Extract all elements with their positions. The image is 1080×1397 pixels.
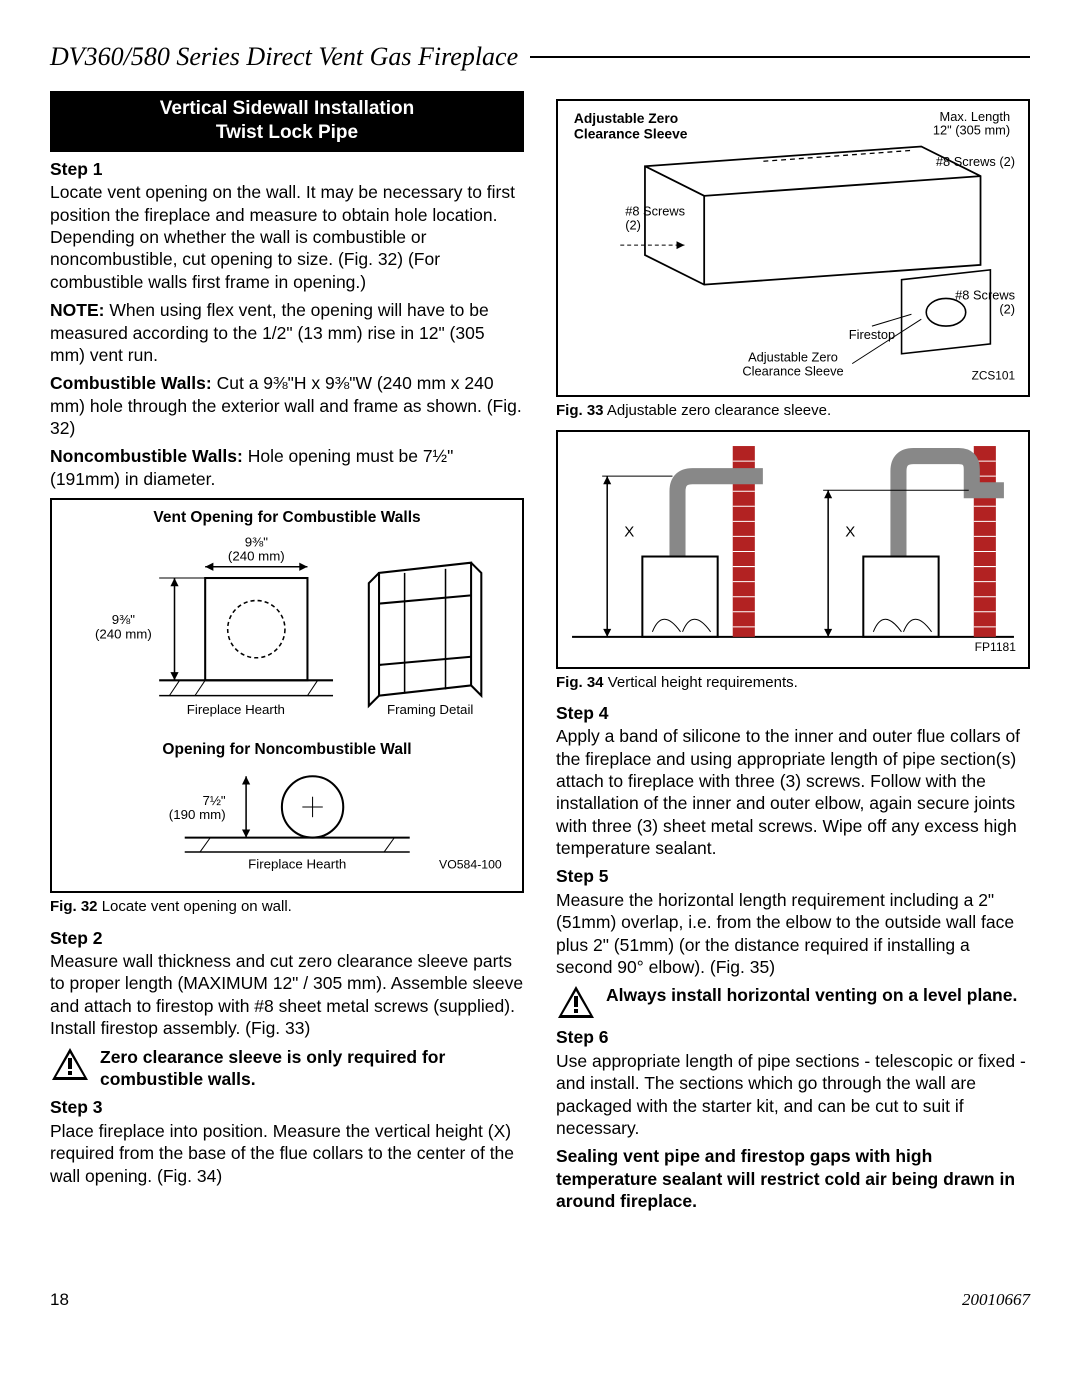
fig33-firestop: Firestop <box>849 327 895 342</box>
page-number: 18 <box>50 1289 69 1311</box>
step4-heading: Step 4 <box>556 702 1030 724</box>
fig32-code: VO584-100 <box>439 857 502 871</box>
fig33-label-tl-1: Adjustable Zero <box>574 110 678 126</box>
step5-body: Measure the horizontal length requiremen… <box>556 889 1030 979</box>
note-body: When using flex vent, the opening will h… <box>50 300 489 365</box>
noncombustible-paragraph: Noncombustible Walls: Hole opening must … <box>50 445 524 490</box>
warning-1-text: Zero clearance sleeve is only required f… <box>100 1046 524 1091</box>
step2-heading: Step 2 <box>50 927 524 949</box>
fig33-screws-left-2: (2) <box>625 218 641 233</box>
right-column: Adjustable Zero Clearance Sleeve Max. Le… <box>556 91 1030 1218</box>
note-lead: NOTE: <box>50 300 104 320</box>
fig32-caption: Fig. 32 Locate vent opening on wall. <box>50 897 524 916</box>
fig32-caption-text: Locate vent opening on wall. <box>102 898 292 915</box>
fig33-label-tl-2: Clearance Sleeve <box>574 126 688 142</box>
header-title: DV360/580 Series Direct Vent Gas Firepla… <box>50 40 530 73</box>
step1-heading: Step 1 <box>50 158 524 180</box>
doc-number: 20010667 <box>962 1289 1030 1311</box>
fig32-hearth-label: Fireplace Hearth <box>187 702 285 717</box>
step2-body: Measure wall thickness and cut zero clea… <box>50 950 524 1040</box>
step5-heading: Step 5 <box>556 865 1030 887</box>
fig34-caption-text: Vertical height requirements. <box>608 674 798 691</box>
warning-2: Always install horizontal venting on a l… <box>556 984 1030 1020</box>
fig33-screws-tr: #8 Screws (2) <box>936 154 1015 169</box>
fig33-maxlen-1: Max. Length <box>940 109 1011 124</box>
note-paragraph: NOTE: When using flex vent, the opening … <box>50 299 524 366</box>
page-footer: 18 20010667 <box>50 1289 1030 1311</box>
fig32-title-1: Vent Opening for Combustible Walls <box>62 508 512 528</box>
fig33-maxlen-2: 12" (305 mm) <box>933 123 1010 138</box>
fig34-diagram: X <box>562 436 1024 657</box>
fig34: FP1181 <box>975 640 1017 654</box>
warning-1: Zero clearance sleeve is only required f… <box>50 1046 524 1091</box>
fig33-code: ZCS101 <box>972 369 1015 383</box>
fig33-screws-br-2: (2) <box>999 302 1015 317</box>
comb-lead: Combustible Walls: <box>50 373 212 393</box>
fig33-diagram: Adjustable Zero Clearance Sleeve Max. Le… <box>566 107 1020 383</box>
fig34-x-left: X <box>624 524 634 541</box>
step4-body: Apply a band of silicone to the inner an… <box>556 725 1030 859</box>
fig32-hearth2-label: Fireplace Hearth <box>248 856 346 871</box>
combustible-paragraph: Combustible Walls: Cut a 9⅜"H x 9⅜"W (24… <box>50 372 524 439</box>
fig33-caption-text: Adjustable zero clearance sleeve. <box>607 402 831 419</box>
fig32-diagram-combustible: 9⅜" (240 mm) 9⅜" (240 mm) <box>62 532 512 726</box>
two-column-layout: Vertical Sidewall Installation Twist Loc… <box>50 91 1030 1218</box>
header-rule <box>530 56 1030 58</box>
fig33-bottom-1: Adjustable Zero <box>748 350 838 365</box>
figure-33-box: Adjustable Zero Clearance Sleeve Max. Le… <box>556 99 1030 397</box>
sealing-note: Sealing vent pipe and firestop gaps with… <box>556 1145 1030 1212</box>
fig33-bottom-2: Clearance Sleeve <box>742 364 843 379</box>
section-banner: Vertical Sidewall Installation Twist Loc… <box>50 91 524 152</box>
fig32-diagram-noncombustible: 7½" (190 mm) Fireplace Hearth VO584-100 <box>62 764 512 877</box>
left-column: Vertical Sidewall Installation Twist Loc… <box>50 91 524 1218</box>
step6-body: Use appropriate length of pipe sections … <box>556 1050 1030 1140</box>
noncomb-lead: Noncombustible Walls: <box>50 446 243 466</box>
fig32-title-2: Opening for Noncombustible Wall <box>62 740 512 760</box>
warning-2-text: Always install horizontal venting on a l… <box>606 984 1017 1006</box>
banner-line-1: Vertical Sidewall Installation <box>160 98 414 119</box>
fig32-framing-label: Framing Detail <box>387 702 473 717</box>
fig34-x-right: X <box>845 524 855 541</box>
fig32-dim-top: 9⅜" <box>245 534 268 549</box>
fig32-dim-side: 9⅜" <box>112 612 135 627</box>
figure-32-box: Vent Opening for Combustible Walls 9⅜" (… <box>50 498 524 893</box>
fig33-screws-br-1: #8 Screws <box>955 288 1015 303</box>
fig32-dim-top-mm: (240 mm) <box>228 549 285 564</box>
fig32-dim2: 7½" <box>202 793 225 808</box>
step3-heading: Step 3 <box>50 1096 524 1118</box>
step1-body: Locate vent opening on the wall. It may … <box>50 181 524 293</box>
step6-heading: Step 6 <box>556 1026 1030 1048</box>
fig32-dim2-mm: (190 mm) <box>169 807 226 822</box>
warning-icon <box>556 984 596 1020</box>
step3-body: Place fireplace into position. Measure t… <box>50 1120 524 1187</box>
fig33-screws-left-1: #8 Screws <box>625 204 685 219</box>
banner-line-2: Twist Lock Pipe <box>216 122 358 143</box>
fig32-dim-side-mm: (240 mm) <box>95 626 152 641</box>
page-header: DV360/580 Series Direct Vent Gas Firepla… <box>50 40 1030 73</box>
figure-34-box: X <box>556 430 1030 668</box>
fig33-caption: Fig. 33 Adjustable zero clearance sleeve… <box>556 401 1030 420</box>
fig34-caption: Fig. 34 Vertical height requirements. <box>556 673 1030 692</box>
warning-icon <box>50 1046 90 1082</box>
